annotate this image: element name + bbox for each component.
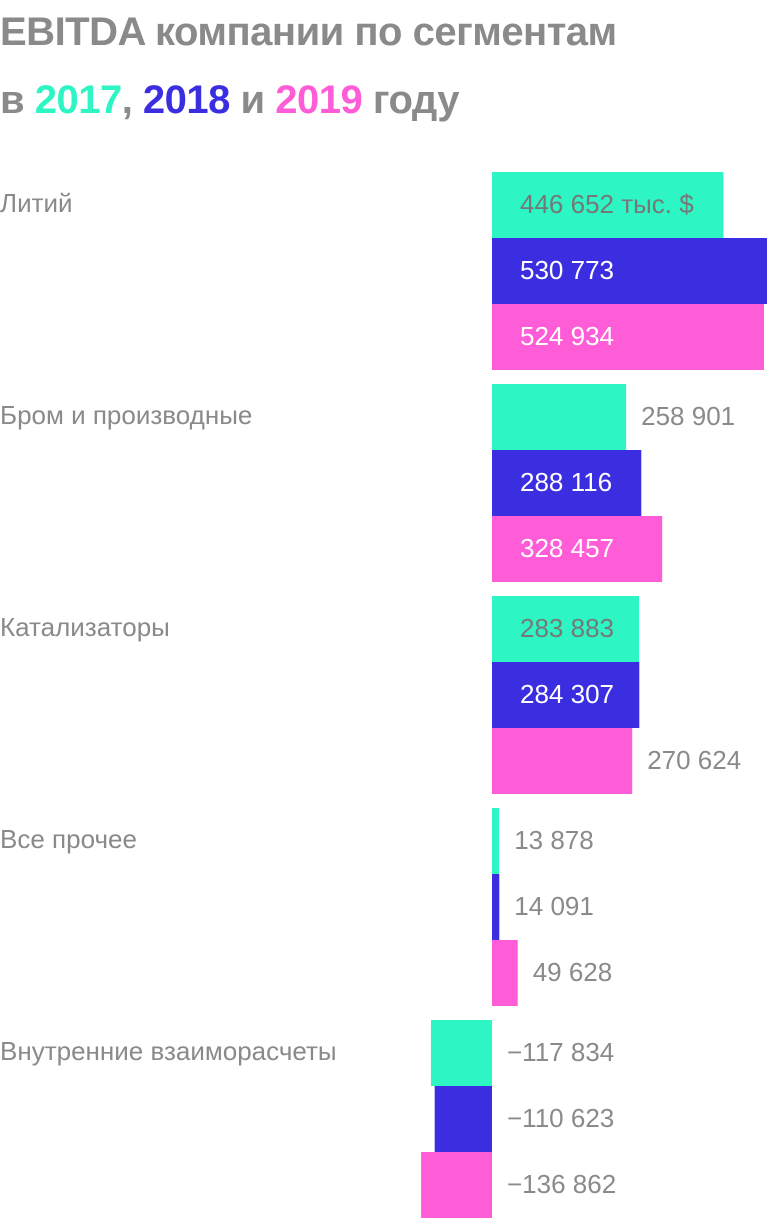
subtitle-segment-2: , [121,78,143,122]
value-label: 270 624 [647,745,741,775]
value-label: 283 883 [520,613,614,643]
bar-2018 [492,450,642,516]
category-label: Внутренние взаиморасчеты [0,1036,337,1066]
value-label: 258 901 [641,401,735,431]
value-label: 530 773 [520,255,614,285]
bar-2018 [492,662,640,728]
value-label: 13 878 [514,825,594,855]
value-label: −110 623 [507,1103,614,1133]
value-label: 49 628 [533,957,613,987]
value-label: 284 307 [520,679,614,709]
value-label: −136 862 [507,1169,616,1199]
bar-2017 [492,172,724,238]
category-label: Литий [0,188,73,218]
value-label: 446 652 тыс. $ [520,189,694,219]
subtitle-segment-3: 2018 [142,78,230,122]
subtitle-segment-4: и [229,78,276,122]
subtitle-segment-6: году [362,78,460,122]
chart-subtitle-years: в 2017, 2018 и 2019 году [0,76,459,124]
value-label: 524 934 [520,321,614,351]
bar-2017 [492,596,640,662]
bar-2019 [492,940,518,1006]
value-label: −117 834 [507,1037,614,1067]
value-label: 14 091 [514,891,594,921]
subtitle-segment-1: 2017 [34,78,122,122]
bar-2019 [492,304,764,370]
chart-title: EBITDA компании по сегментам [0,10,617,54]
subtitle-segment-5: 2019 [275,78,363,122]
bar-2018 [492,874,500,940]
value-label: 328 457 [520,533,614,563]
bar-2019 [492,728,633,794]
bar-2017 [492,808,500,874]
bar-2017 [492,384,627,450]
bar-2019 [421,1152,492,1218]
bar-2018 [434,1086,492,1152]
value-label: 288 116 [520,467,612,497]
category-label: Все прочее [0,824,137,854]
category-label: Бром и производные [0,400,252,430]
category-label: Катализаторы [0,612,170,642]
bar-2018 [492,238,767,304]
bar-2017 [430,1020,492,1086]
subtitle-segment-0: в [0,78,35,122]
bar-2019 [492,516,663,582]
